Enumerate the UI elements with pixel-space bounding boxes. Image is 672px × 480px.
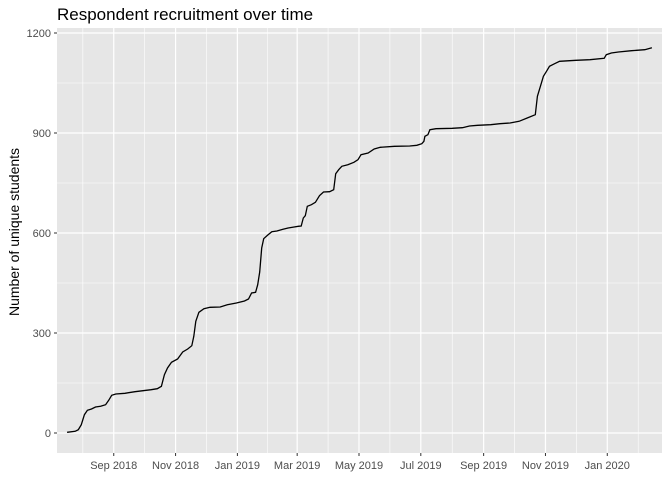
y-tick-label: 0 [45, 428, 51, 440]
y-axis: 0 300 600 900 1200 [27, 28, 57, 440]
x-tick-label: Nov 2018 [152, 460, 199, 472]
x-tick-label: Sep 2019 [460, 460, 507, 472]
y-tick-label: 1200 [27, 28, 51, 40]
x-tick-label: Jul 2019 [400, 460, 442, 472]
y-axis-title: Number of unique students [6, 148, 22, 316]
x-tick-label: Mar 2019 [274, 460, 320, 472]
chart-title: Respondent recruitment over time [57, 5, 313, 24]
x-tick-label: Jan 2020 [585, 460, 630, 472]
x-tick-label: Jan 2019 [215, 460, 260, 472]
x-axis: Sep 2018 Nov 2018 Jan 2019 Mar 2019 May 2019… [90, 453, 630, 472]
x-tick-label: Sep 2018 [90, 460, 137, 472]
y-tick-label: 900 [33, 128, 51, 140]
major-gridlines [57, 28, 662, 453]
series-line [67, 47, 653, 433]
x-tick-label: May 2019 [335, 460, 383, 472]
y-tick-label: 300 [33, 328, 51, 340]
y-tick-label: 600 [33, 228, 51, 240]
x-tick-label: Nov 2019 [522, 460, 569, 472]
